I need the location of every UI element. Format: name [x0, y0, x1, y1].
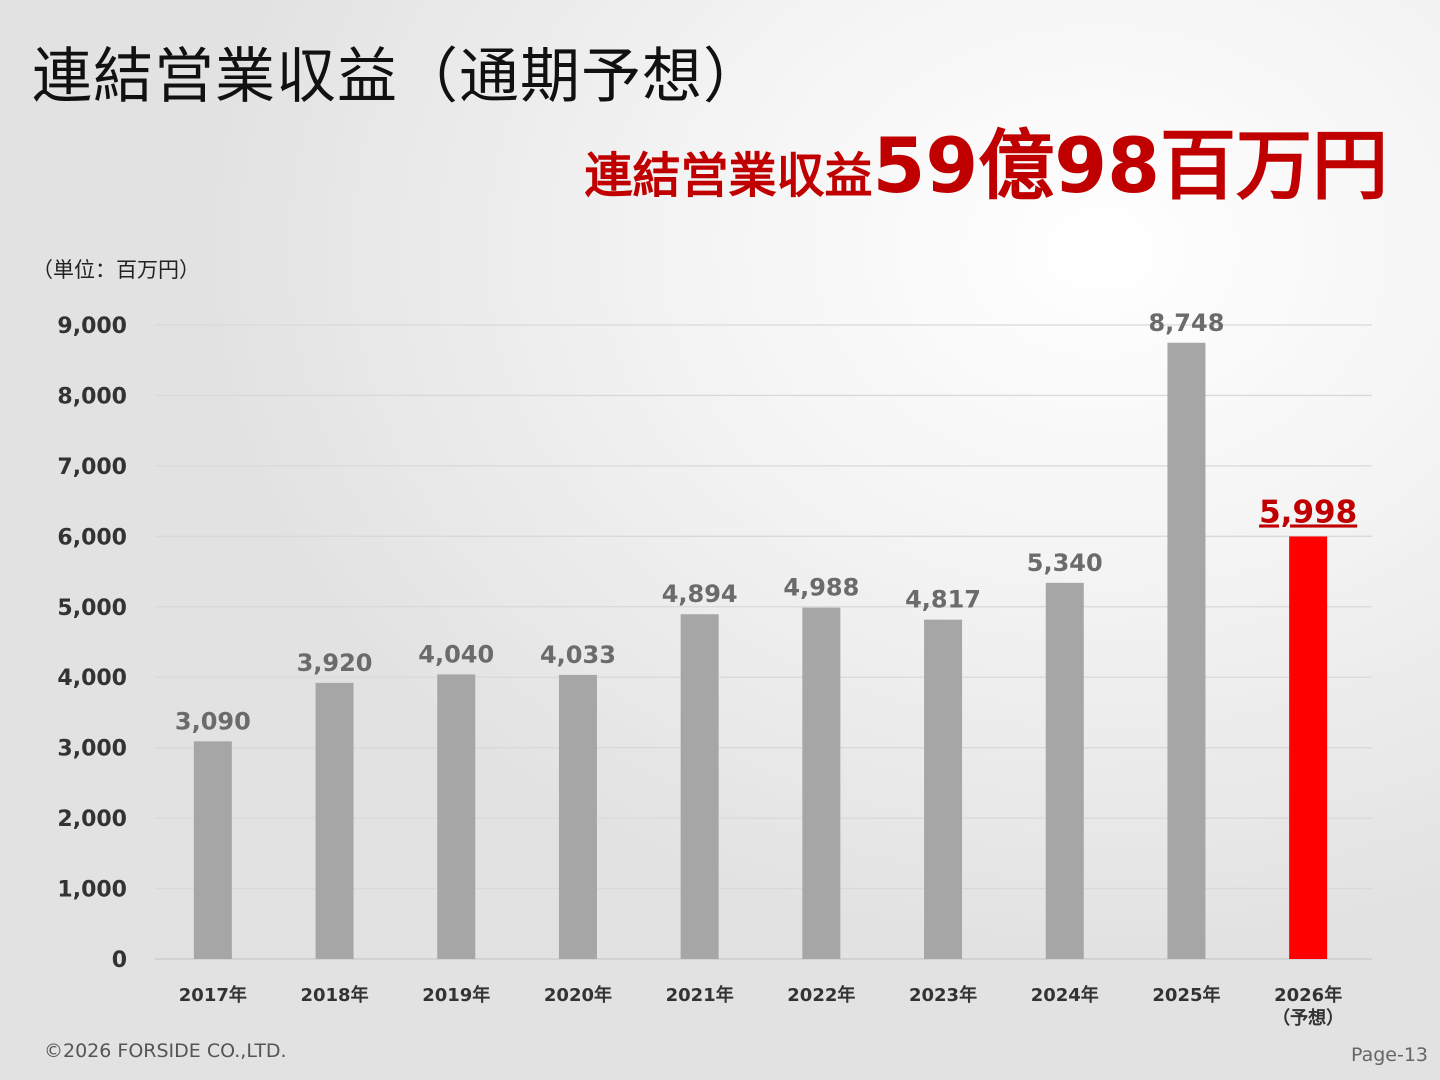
bar [1045, 582, 1084, 959]
data-label: 5,340 [1027, 549, 1103, 577]
x-tick-label: 2024年 [1031, 984, 1099, 1006]
page-title: 連結営業収益（通期予想） [32, 42, 764, 112]
bar [315, 682, 354, 959]
y-tick-label: 4,000 [57, 666, 127, 691]
y-tick-label: 9,000 [57, 314, 127, 339]
unit-label: （単位：百万円） [32, 258, 200, 282]
data-label: 4,040 [418, 640, 494, 668]
data-label: 8,748 [1148, 309, 1224, 337]
y-tick-label: 6,000 [57, 525, 127, 550]
x-tick-label: 2026年 [1274, 984, 1342, 1006]
y-tick-label: 7,000 [57, 455, 127, 480]
data-label: 4,894 [662, 580, 738, 608]
y-tick-label: 5,000 [57, 596, 127, 621]
y-tick-label: 0 [112, 948, 127, 973]
copyright: ©2026 FORSIDE CO.,LTD. [44, 1040, 287, 1062]
data-label: 3,090 [175, 707, 251, 735]
x-tick-label: 2025年 [1152, 984, 1220, 1006]
headline-prefix: 連結営業収益 [584, 148, 873, 204]
y-tick-label: 3,000 [57, 737, 127, 762]
x-tick-label: 2018年 [300, 984, 368, 1006]
bar [1167, 342, 1206, 959]
data-label: 4,033 [540, 641, 616, 669]
data-label: 5,998 [1259, 494, 1357, 530]
bar [558, 674, 597, 959]
x-tick-label: 2021年 [666, 984, 734, 1006]
x-tick-label: 2017年 [179, 984, 247, 1006]
x-tick-label: 2023年 [909, 984, 977, 1006]
bar [802, 607, 841, 959]
headline-amount: 59億98百万円 [872, 121, 1388, 210]
headline: 連結営業収益59億98百万円 [584, 104, 1388, 214]
data-label: 3,920 [297, 649, 373, 677]
bar [680, 614, 719, 959]
page-number: Page-13 [1350, 1044, 1428, 1066]
data-label: 4,988 [783, 574, 859, 602]
x-tick-label: 2019年 [422, 984, 490, 1006]
bar [193, 741, 232, 959]
x-tick-sublabel: （予想） [1272, 1007, 1344, 1029]
y-tick-label: 2,000 [57, 807, 127, 832]
x-tick-label: 2022年 [787, 984, 855, 1006]
bar [1289, 536, 1328, 959]
bar [437, 674, 476, 959]
bar [924, 619, 963, 959]
y-tick-label: 8,000 [57, 384, 127, 409]
data-label: 4,817 [905, 586, 981, 614]
y-tick-label: 1,000 [57, 878, 127, 903]
x-tick-label: 2020年 [544, 984, 612, 1006]
